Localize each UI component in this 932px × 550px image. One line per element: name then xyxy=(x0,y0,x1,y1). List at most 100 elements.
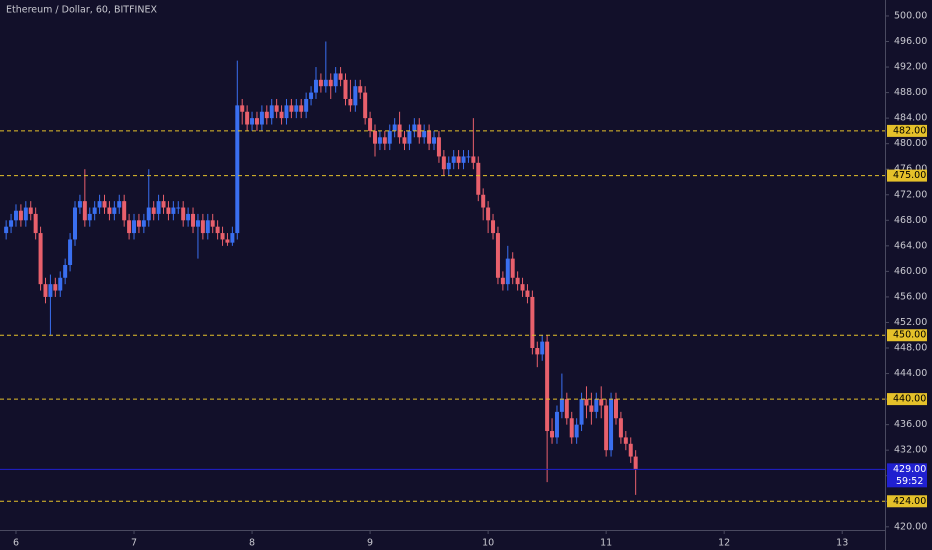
candle-body xyxy=(392,124,397,131)
candle-body xyxy=(176,207,181,209)
candle-body xyxy=(4,226,9,234)
candle-body xyxy=(441,156,446,170)
y-tick-label: 472.00 xyxy=(894,189,927,200)
candle-body xyxy=(402,137,407,144)
candle-body xyxy=(274,105,279,112)
candle-body xyxy=(195,220,200,227)
candle-body xyxy=(13,210,18,221)
candle-body xyxy=(550,431,555,438)
candle-body xyxy=(102,201,107,208)
y-tick-label: 456.00 xyxy=(894,291,927,302)
candle-body xyxy=(43,284,48,297)
candle-body xyxy=(289,105,294,112)
candle-body xyxy=(584,399,589,406)
candle-body xyxy=(456,156,461,163)
candle-body xyxy=(63,265,68,278)
candle-body xyxy=(510,258,515,278)
y-tick-label: 476.00 xyxy=(894,164,927,175)
candle-body xyxy=(520,284,525,291)
candle-body xyxy=(48,284,53,297)
candle-body xyxy=(505,258,510,285)
candle-body xyxy=(422,130,427,138)
price-label-box xyxy=(887,329,927,342)
x-tick-label: 13 xyxy=(836,538,848,549)
candle-body xyxy=(569,418,574,438)
y-tick-label: 420.00 xyxy=(894,521,927,532)
candle-body xyxy=(73,207,77,240)
candle-body xyxy=(417,124,422,138)
price-label: 450.00 xyxy=(893,330,926,341)
candle-body xyxy=(107,207,112,214)
x-tick-label: 9 xyxy=(367,538,373,549)
candle-body xyxy=(338,73,343,80)
x-tick-label: 6 xyxy=(13,538,19,549)
candle-body xyxy=(141,220,146,227)
candle-body xyxy=(348,98,353,106)
candle-body xyxy=(58,277,63,291)
x-tick-label: 8 xyxy=(249,538,255,549)
candle-body xyxy=(363,92,368,119)
candle-body xyxy=(628,443,633,457)
candle-body xyxy=(254,118,259,125)
candle-body xyxy=(200,220,205,234)
price-label: 482.00 xyxy=(893,125,926,136)
candle-body xyxy=(373,130,377,144)
candle-body xyxy=(633,456,638,470)
candle-body xyxy=(604,405,609,451)
candle-body xyxy=(574,424,579,438)
candle-body xyxy=(618,418,623,438)
candle-body xyxy=(323,79,328,87)
candle-body xyxy=(28,207,33,214)
candle-body xyxy=(559,399,564,412)
candle-body xyxy=(210,220,215,227)
candle-body xyxy=(486,207,491,221)
candle-body xyxy=(358,86,363,93)
candle-body xyxy=(284,105,289,119)
candle-body xyxy=(235,105,240,234)
candle-body xyxy=(554,411,559,438)
candle-body xyxy=(33,213,38,234)
candle-body xyxy=(515,277,520,285)
candle-body xyxy=(613,399,618,419)
candle-body xyxy=(353,86,358,106)
countdown-label: 59:52 xyxy=(896,476,923,487)
y-tick-label: 500.00 xyxy=(894,10,927,21)
candle-body xyxy=(146,207,151,221)
candle-body xyxy=(18,210,23,221)
candle-body xyxy=(269,105,274,119)
candle-body xyxy=(328,79,333,87)
candle-body xyxy=(82,201,87,221)
candle-body xyxy=(166,207,171,214)
candle-body xyxy=(215,226,220,234)
candle-body xyxy=(68,239,73,265)
candle-body xyxy=(132,220,137,234)
candle-body xyxy=(466,156,471,158)
candle-body xyxy=(461,156,466,163)
candle-body xyxy=(186,213,191,221)
x-tick-label: 7 xyxy=(131,538,137,549)
candle-body xyxy=(481,194,486,208)
candle-body xyxy=(545,341,550,432)
candle-body xyxy=(530,296,535,349)
y-tick-label: 432.00 xyxy=(894,445,927,456)
y-tick-label: 484.00 xyxy=(894,113,927,124)
candle-body xyxy=(279,111,284,119)
candle-body xyxy=(609,399,614,451)
candle-body xyxy=(579,399,584,425)
candle-body xyxy=(436,137,441,157)
candle-body xyxy=(343,79,348,99)
candle-body xyxy=(225,239,230,243)
candle-body xyxy=(220,233,225,240)
candle-body xyxy=(313,79,318,93)
candle-body xyxy=(264,111,269,119)
y-tick-label: 444.00 xyxy=(894,368,927,379)
candle-body xyxy=(127,220,132,234)
x-tick-label: 10 xyxy=(482,538,494,549)
y-tick-label: 480.00 xyxy=(894,138,927,149)
candle-body xyxy=(318,79,323,87)
candle-body xyxy=(136,220,141,227)
y-tick-label: 448.00 xyxy=(894,343,927,354)
y-tick-label: 468.00 xyxy=(894,215,927,226)
price-label-box xyxy=(887,169,927,182)
candle-body xyxy=(191,213,196,227)
